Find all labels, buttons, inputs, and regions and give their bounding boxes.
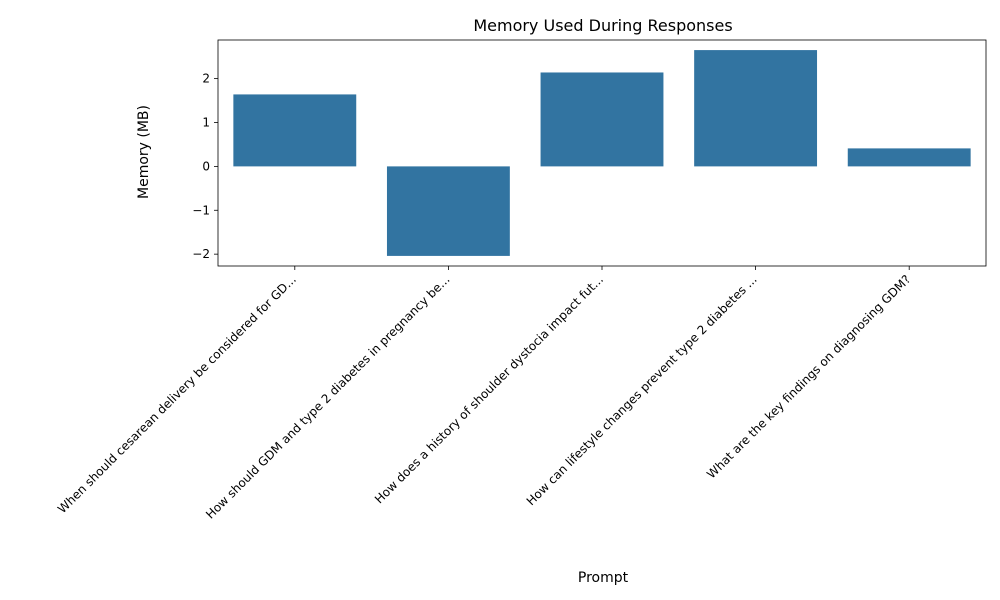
y-tick-label: −2 [192, 247, 210, 261]
x-tick-label: When should cesarean delivery be conside… [55, 272, 299, 516]
y-tick-label: 2 [202, 72, 210, 86]
y-tick-label: 0 [202, 159, 210, 173]
bar [386, 166, 510, 256]
y-axis-label: Memory (MB) [136, 105, 152, 199]
x-tick-label: How should GDM and type 2 diabetes in pr… [203, 272, 452, 521]
plot-area [217, 39, 987, 267]
bar [233, 94, 357, 167]
y-axis: −2 −1 0 1 2 [192, 72, 218, 261]
x-axis-label: Prompt [578, 570, 629, 586]
bar [847, 148, 971, 167]
bar [694, 50, 818, 167]
y-tick-label: 1 [202, 116, 210, 130]
chart-title: Memory Used During Responses [473, 16, 732, 35]
y-tick-label: −1 [192, 203, 210, 217]
x-axis: When should cesarean delivery be conside… [55, 266, 913, 522]
bar [540, 72, 664, 167]
x-tick-label: How can lifestyle changes prevent type 2… [524, 272, 760, 508]
